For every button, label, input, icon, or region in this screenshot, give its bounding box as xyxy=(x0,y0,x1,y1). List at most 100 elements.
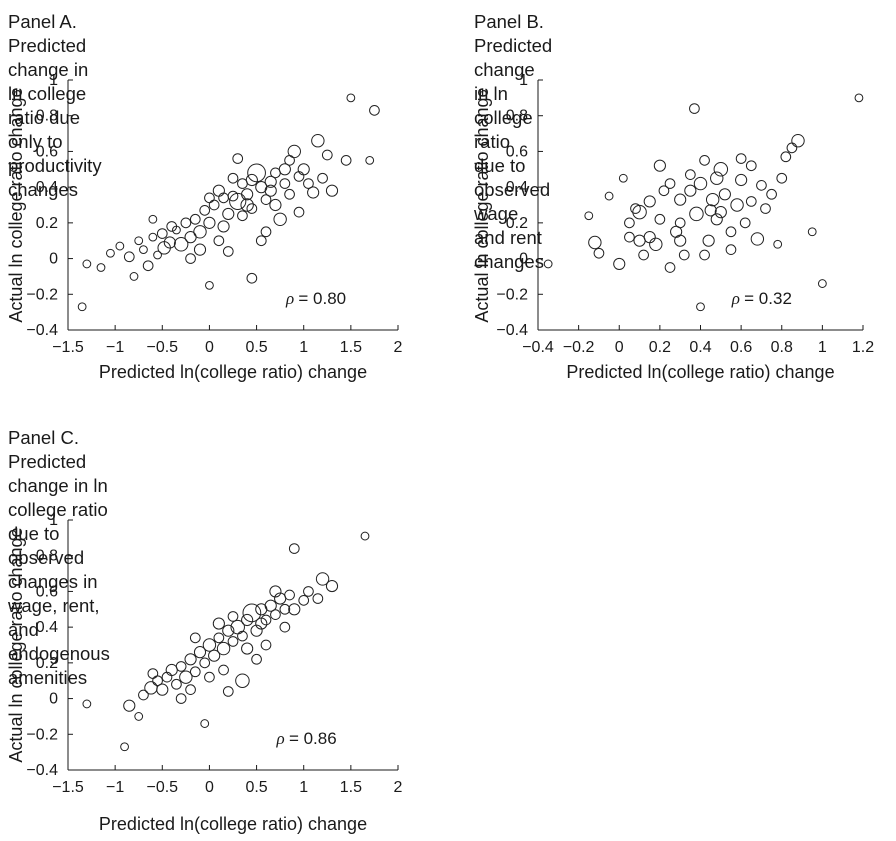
panel-a-point xyxy=(222,246,234,257)
panel-b-x-tick-label: 0.8 xyxy=(771,339,793,356)
panel-b-plot: −0.4 −0.2 0 0.2 0.4 0.6 0.8 1 1.2 −0.4 −0.2 0 0.2 0.4… xyxy=(472,72,874,382)
panel-a-point xyxy=(247,163,266,183)
panel-c-point xyxy=(147,668,159,679)
panel-c-plot: −1.5 −1 −0.5 0 0.5 1 1.5 2 −0.4 −0.2 0 0.2 0.4 0.6 0.8… xyxy=(6,512,403,834)
panel-a-point xyxy=(245,173,258,187)
panel-c-point xyxy=(222,686,234,697)
panel-c-point xyxy=(237,630,248,642)
panel-a-y-tick-label: 0.6 xyxy=(36,143,58,160)
panel-c-point xyxy=(250,624,263,637)
panel-b-point xyxy=(689,206,704,222)
panel-a-point xyxy=(82,259,92,269)
panel-a-point xyxy=(205,280,214,290)
panel-a-point xyxy=(237,210,248,222)
panel-a-point xyxy=(139,245,148,255)
panel-a-x-tick-label: 1.5 xyxy=(340,339,362,356)
panel-a-point xyxy=(173,237,189,252)
panel-b-point xyxy=(674,217,686,229)
panel-b-point xyxy=(604,191,614,201)
panel-b-point xyxy=(756,180,767,191)
panel-c-point xyxy=(222,624,235,637)
panel-c-point xyxy=(315,572,330,586)
panel-a-point xyxy=(96,263,106,272)
panel-a-y-axis-label: Actual ln college ratio change xyxy=(6,87,26,322)
panel-c-point xyxy=(134,712,144,721)
panel-a-point xyxy=(317,172,328,184)
panel-c-y-tick-label: −0.4 xyxy=(26,762,58,779)
panel-c-title-line-3: endogenous amenities xyxy=(8,643,110,688)
panel-c-point xyxy=(288,603,301,616)
panel-b-y-tick-label: 0 xyxy=(519,251,528,268)
panel-b-rho-annotation: ρ = 0.32 xyxy=(731,289,792,308)
panel-a-point xyxy=(229,192,247,211)
panel-a-point xyxy=(227,190,239,202)
panel-c-title-line-2: due to observed changes in wage, rent, a… xyxy=(8,523,100,640)
panel-b-point xyxy=(632,204,647,220)
panel-a-point xyxy=(193,243,207,256)
panel-b-point xyxy=(745,196,757,207)
panel-b-y-tick-label: −0.2 xyxy=(496,286,528,303)
panel-c-point xyxy=(175,693,187,704)
panel-a-point xyxy=(273,212,287,226)
panel-a-x-tick-label: 2 xyxy=(394,339,403,356)
panel-b-point xyxy=(710,213,723,226)
panel-b-point xyxy=(760,203,771,214)
panel-a-point xyxy=(311,134,325,148)
panel-b-y-tick-label: 1 xyxy=(519,72,528,89)
panel-a-title: Panel A. Predicted change in ln college … xyxy=(8,10,102,202)
panel-c-point xyxy=(242,603,262,623)
panel-c-x-tick-label: 2 xyxy=(394,779,403,796)
panel-a-point xyxy=(115,241,125,251)
panel-b-point xyxy=(653,159,666,172)
panel-a-x-tick-label: −1 xyxy=(106,339,124,356)
panel-c-point xyxy=(279,603,291,615)
panel-b-point xyxy=(714,206,727,219)
panel-c-point xyxy=(189,666,201,678)
panel-a-x-axis-label: Predicted ln(college ratio) change xyxy=(99,362,367,382)
panel-c-point xyxy=(204,671,215,683)
panel-b-point xyxy=(618,173,628,183)
panel-c-point xyxy=(251,653,262,665)
panel-c-x-tick-label: −1.5 xyxy=(52,779,84,796)
panel-b-point xyxy=(705,192,720,207)
panel-c-point xyxy=(260,614,272,626)
panel-b-title-line-1: Panel B. Predicted change in ln college … xyxy=(474,11,553,152)
panel-b-point xyxy=(739,217,751,229)
panel-c-point xyxy=(270,609,281,620)
panel-b-point xyxy=(780,151,792,163)
panel-a-point xyxy=(246,272,258,284)
panel-b-point xyxy=(773,239,783,249)
panel-a-point xyxy=(369,105,380,116)
panel-a-point xyxy=(208,199,220,211)
panel-c-x-tick-label: −0.5 xyxy=(146,779,178,796)
panel-a-point xyxy=(264,175,277,188)
panel-a-point xyxy=(193,225,207,239)
panel-a-point xyxy=(325,184,339,197)
panel-c-point xyxy=(325,579,339,593)
panel-a-point xyxy=(321,149,333,161)
panel-a-point xyxy=(284,155,295,166)
panel-a-point xyxy=(148,214,158,224)
panel-b-point xyxy=(725,244,737,255)
panel-b-point xyxy=(658,185,670,197)
panel-c-point xyxy=(360,531,370,541)
panel-b-point xyxy=(854,93,864,103)
panel-b-point xyxy=(664,178,676,189)
panel-c-y-axis-label: Actual ln college ratio change xyxy=(6,527,26,762)
panel-c-point xyxy=(193,646,207,659)
panel-b-point xyxy=(674,193,687,206)
panel-b-point xyxy=(684,184,697,197)
panel-b-x-tick-label: 0.2 xyxy=(649,339,671,356)
panel-a-title-line-2: ratio due only to productivity changes xyxy=(8,107,102,200)
panel-a-x-tick-label: 1 xyxy=(299,339,308,356)
panel-a-x-tick-label: 0.5 xyxy=(245,339,267,356)
panel-c-title: Panel C. Predicted change in ln college … xyxy=(8,426,110,690)
panel-a-title-line-1: Panel A. Predicted change in ln college xyxy=(8,11,89,104)
panel-a-point xyxy=(153,250,162,260)
panel-c-point xyxy=(208,649,221,662)
panel-c-y-tick-label: 0.2 xyxy=(36,655,58,672)
panel-c-point xyxy=(312,593,324,604)
panel-b-title: Panel B. Predicted change in ln college … xyxy=(474,10,552,274)
panel-b-x-tick-label: −0.2 xyxy=(563,339,595,356)
panel-c-point xyxy=(260,639,272,651)
